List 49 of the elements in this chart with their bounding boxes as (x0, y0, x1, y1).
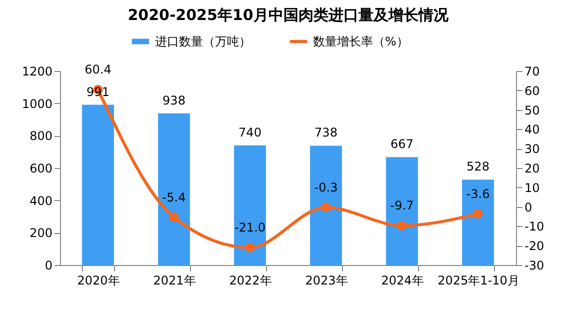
x-tick-label: 2025年1-10月 (438, 274, 520, 288)
data-label: 938 (162, 93, 186, 108)
y2-tick-label: 20 (524, 162, 540, 176)
data-label: -21.0 (234, 220, 266, 235)
point (245, 242, 255, 252)
y2-tick-label: 30 (524, 142, 540, 156)
x-tick-label: 2023年 (305, 274, 348, 288)
y-tick-label: 1200 (22, 64, 52, 78)
y-tick-label: 200 (30, 226, 52, 240)
bar (310, 146, 342, 265)
y2-tick-label: 60 (524, 84, 540, 98)
y-tick-label: 600 (30, 162, 52, 176)
data-label: -9.7 (390, 198, 414, 213)
legend-label: 进口数量（万吨） (155, 34, 251, 48)
data-label: -5.4 (162, 190, 186, 204)
data-label: -0.3 (314, 180, 338, 194)
y2-tick-label: 10 (524, 180, 540, 195)
x-tick-label: 2024年 (381, 274, 424, 288)
data-label: -3.6 (466, 186, 490, 201)
x-tick-label: 2022年 (229, 274, 272, 288)
y2-tick-label: 0 (524, 200, 532, 214)
y2-tick-label: -30 (524, 258, 544, 272)
x-tick-label: 2021年 (153, 274, 196, 288)
y2-tick-label: 70 (524, 64, 540, 78)
point (321, 202, 331, 212)
data-label: 738 (314, 126, 338, 140)
y-tick-label: 400 (30, 194, 52, 208)
y-tick-label: 1000 (22, 96, 52, 111)
y-tick-label: 800 (30, 129, 52, 144)
data-label: 528 (466, 160, 490, 174)
bar (462, 180, 494, 265)
data-label: 667 (390, 137, 414, 152)
y2-tick-label: 40 (524, 122, 540, 137)
chart-title: 2020-2025年10月中国肉类进口量及增长情况 (128, 6, 450, 24)
x-tick-label: 2020年 (77, 274, 120, 288)
point (473, 209, 483, 219)
point (169, 212, 179, 222)
bar (234, 145, 266, 265)
legend-label: 数量增长率（%） (313, 34, 408, 48)
bar (82, 104, 114, 265)
y2-tick-label: -20 (524, 239, 544, 254)
y2-tick-label: -10 (524, 220, 544, 234)
data-label: 60.4 (84, 62, 112, 77)
bar (158, 113, 190, 265)
point (397, 220, 407, 230)
data-label: 740 (238, 125, 262, 140)
y-tick-label: 0 (44, 258, 52, 272)
bar (386, 157, 418, 265)
y2-tick-label: 50 (524, 103, 540, 118)
